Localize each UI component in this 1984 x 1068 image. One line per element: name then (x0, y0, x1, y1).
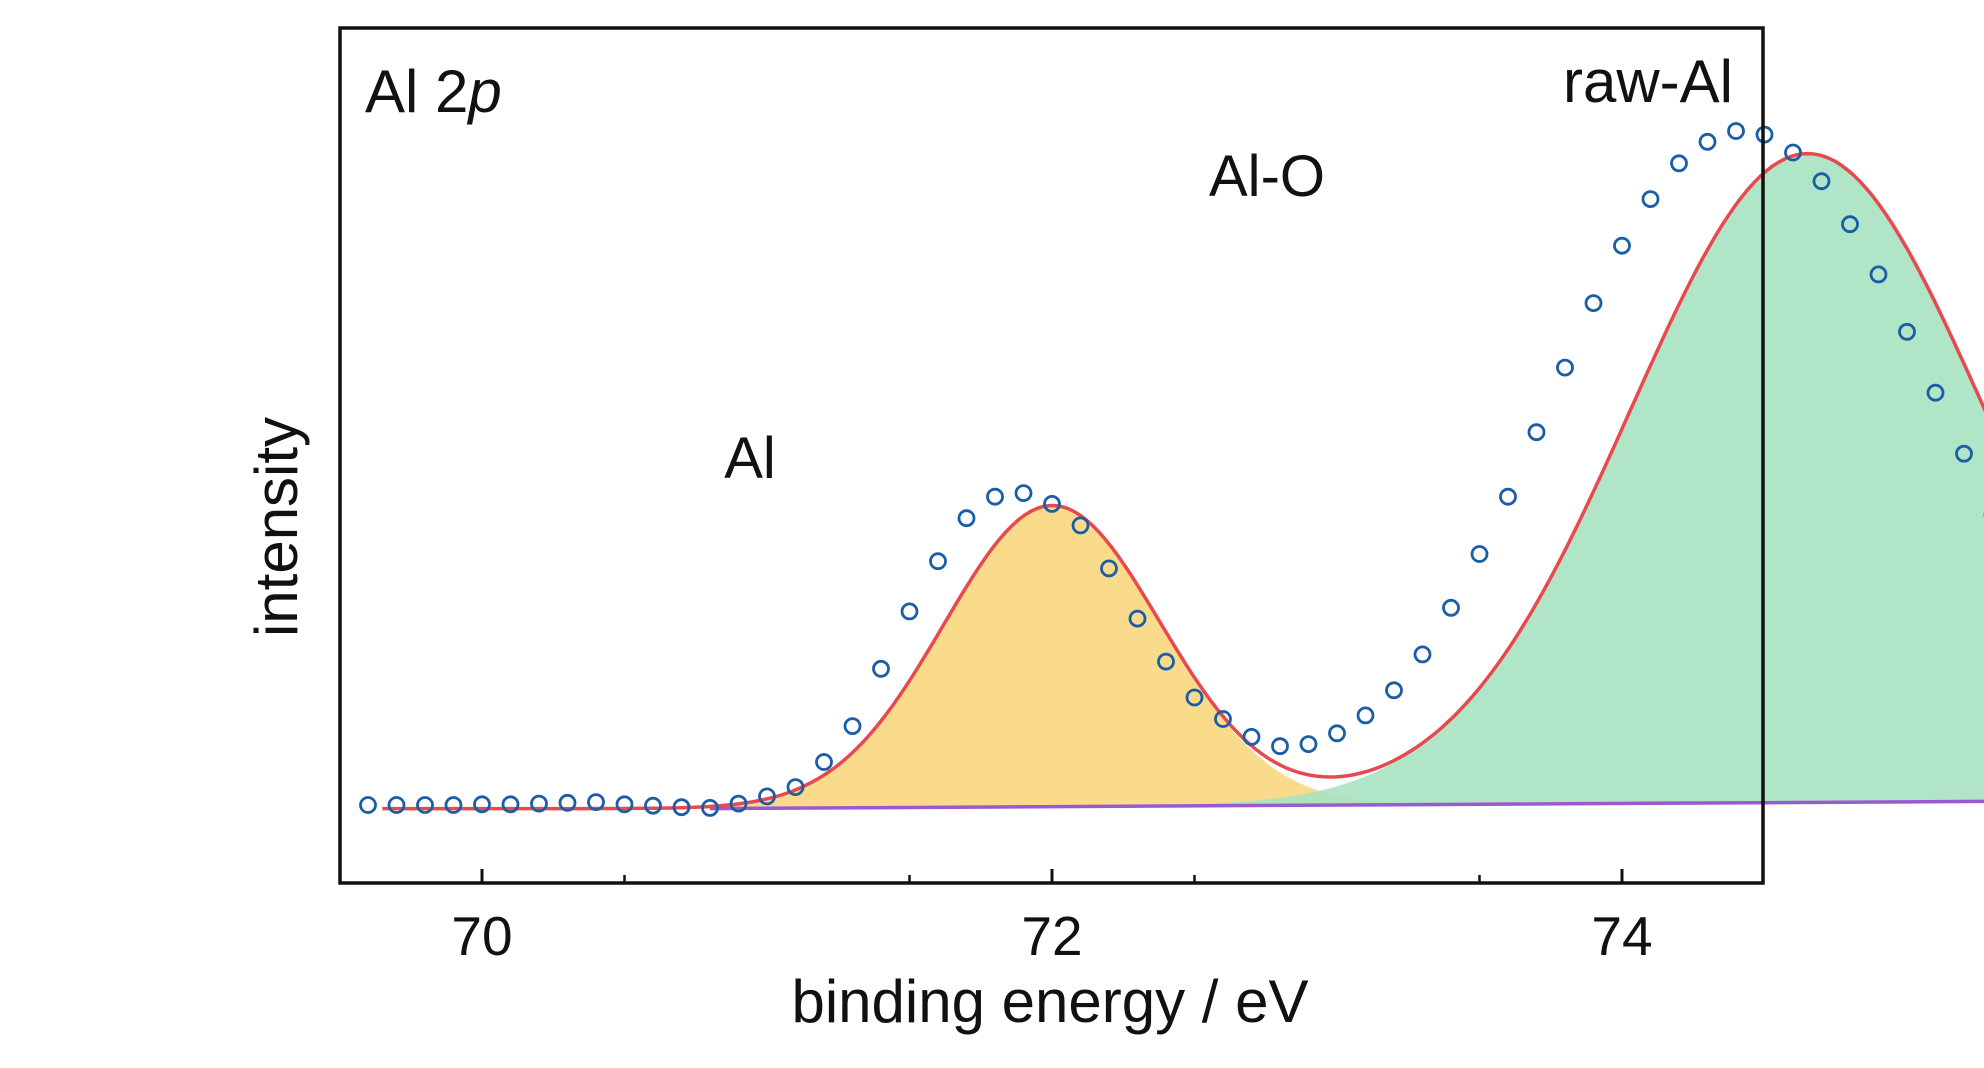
data-point (1016, 486, 1031, 501)
data-point (1330, 726, 1345, 741)
data-point (817, 755, 832, 770)
data-point (902, 604, 917, 619)
x-axis-label: binding energy / eV (791, 968, 1308, 1035)
x-tick-label: 72 (1021, 905, 1082, 967)
data-point (1273, 739, 1288, 754)
y-axis-label: intensity (243, 417, 310, 637)
data-point (1700, 134, 1715, 149)
data-point (1501, 489, 1516, 504)
data-point (1472, 547, 1487, 562)
data-point (931, 554, 946, 569)
data-point (361, 798, 376, 813)
data-point (1529, 425, 1544, 440)
data-point (1358, 708, 1373, 723)
data-point (959, 511, 974, 526)
data-point (874, 661, 889, 676)
peak-label-al-o: Al-O (1209, 144, 1325, 209)
data-point (1301, 737, 1316, 752)
peak-label-al: Al (724, 426, 776, 491)
x-tick-label: 70 (451, 905, 512, 967)
data-point (1444, 600, 1459, 615)
data-point (1672, 156, 1687, 171)
data-point (845, 719, 860, 734)
peak-fills (597, 154, 1984, 810)
data-point (1643, 192, 1658, 207)
corner-label-left: Al 2p (365, 58, 502, 125)
data-point (1244, 729, 1259, 744)
data-point (1586, 296, 1601, 311)
data-point (1415, 647, 1430, 662)
data-point (1387, 683, 1402, 698)
data-point (646, 798, 661, 813)
data-point (988, 489, 1003, 504)
peak-fill-0 (597, 506, 1507, 810)
corner-label-right: raw-Al (1563, 48, 1733, 115)
x-tick-label: 74 (1591, 905, 1652, 967)
data-point (1729, 124, 1744, 139)
data-point (1615, 238, 1630, 253)
data-point (1558, 360, 1573, 375)
